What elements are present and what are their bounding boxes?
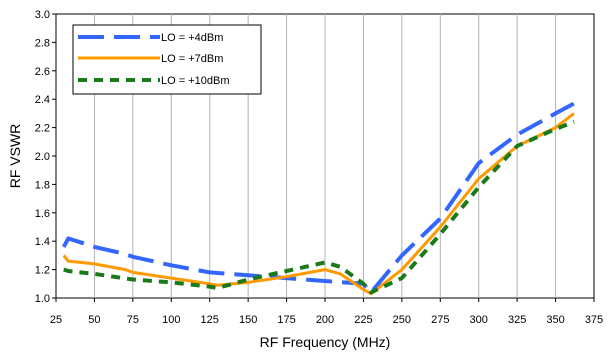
- x-tick-label: 250: [393, 314, 411, 326]
- x-tick-label: 300: [470, 314, 488, 326]
- x-tick-label: 150: [239, 314, 257, 326]
- y-axis-ticks: 1.0 1.2 1.4 1.6 1.8 2.0 2.2 2.4 2.6 2.8 3.0: [35, 9, 56, 305]
- x-tick-label: 325: [508, 314, 526, 326]
- x-tick-label: 50: [88, 314, 100, 326]
- y-axis-label: RF VSWR: [7, 124, 23, 189]
- x-tick-label: 125: [201, 314, 219, 326]
- y-tick-label: 2.6: [35, 66, 50, 78]
- y-tick-label: 2.8: [35, 37, 50, 49]
- x-axis-label: RF Frequency (MHz): [260, 334, 391, 350]
- y-tick-label: 1.0: [35, 293, 50, 305]
- y-tick-label: 2.2: [35, 123, 50, 135]
- x-tick-label: 350: [546, 314, 564, 326]
- x-tick-label: 275: [431, 314, 449, 326]
- y-tick-label: 1.4: [35, 236, 50, 248]
- y-tick-label: 1.6: [35, 208, 50, 220]
- x-tick-label: 175: [277, 314, 295, 326]
- x-tick-label: 25: [50, 314, 62, 326]
- y-tick-label: 1.8: [35, 179, 50, 191]
- x-axis-ticks: 25 50 75 100 125 150 175 200 225 250 275 300 325 350 3…: [50, 298, 603, 326]
- x-tick-label: 75: [127, 314, 139, 326]
- series-line-1: [62, 112, 575, 296]
- legend-label-lo-10dbm: LO = +10dBm: [161, 75, 230, 87]
- y-tick-label: 1.2: [35, 265, 50, 277]
- x-tick-label: 100: [162, 314, 180, 326]
- series-line-2: [63, 120, 575, 295]
- x-tick-label: 375: [585, 314, 603, 326]
- legend: LO = +4dBm LO = +7dBm LO = +10dBm: [72, 24, 262, 95]
- legend-label-lo-7dbm: LO = +7dBm: [161, 53, 223, 65]
- y-tick-label: 3.0: [35, 9, 50, 21]
- y-tick-label: 2.4: [35, 94, 50, 106]
- y-tick-label: 2.0: [35, 151, 50, 163]
- x-tick-label: 225: [354, 314, 372, 326]
- legend-label-lo-4dbm: LO = +4dBm: [161, 32, 223, 44]
- series-layer: [61, 101, 575, 296]
- x-tick-label: 200: [316, 314, 334, 326]
